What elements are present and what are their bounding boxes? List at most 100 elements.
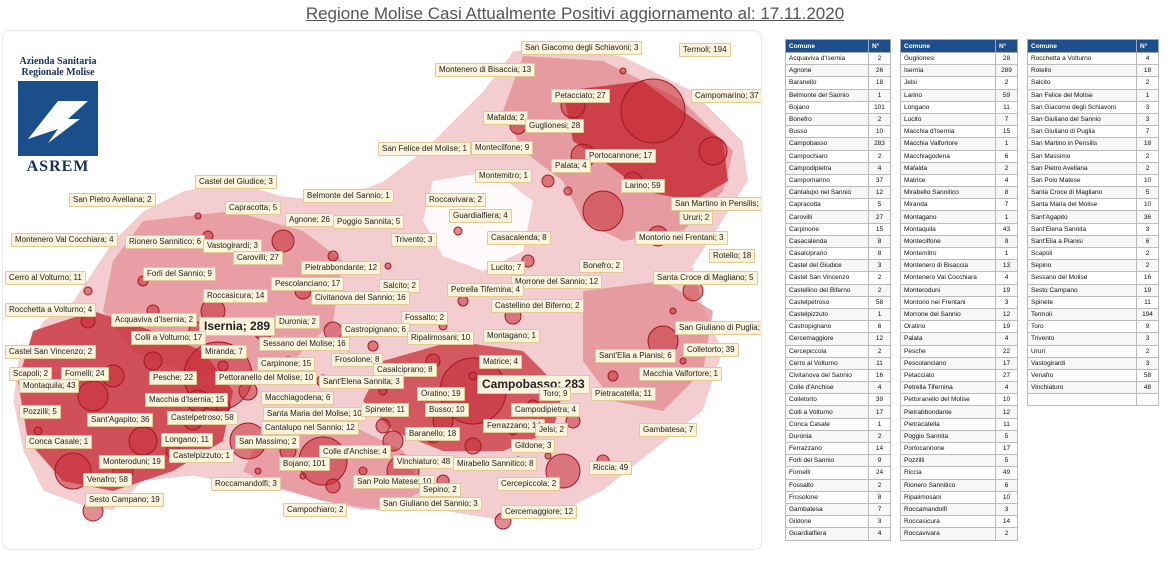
table-row: Castropignano 6: [785, 320, 891, 334]
cell-comune: Ferrazzano: [785, 441, 869, 456]
cell-count: 3: [1136, 100, 1159, 114]
cell-count: 7: [868, 502, 891, 517]
cell-comune: Cerro al Volturno: [785, 356, 869, 370]
cell-count: 6: [995, 478, 1018, 492]
cell-count: 4: [868, 161, 891, 175]
table-row: Roccavivara 2: [900, 527, 1018, 541]
cell-count: 2: [1136, 76, 1159, 90]
marker-montaquila: [77, 380, 109, 412]
cell-count: 2: [995, 161, 1018, 175]
table-row: Sant'Elia a Pianisi 6: [1027, 234, 1159, 249]
marker-montenerovc: [83, 286, 93, 296]
cell-count: 7: [995, 198, 1018, 212]
cell-count: 10: [868, 125, 891, 139]
cell-count: 59: [995, 88, 1018, 102]
map-label: Carovilli; 27: [233, 251, 283, 265]
cell-count: 36: [1136, 210, 1159, 224]
table-row: Ripalimosani 10: [900, 490, 1018, 504]
table-row: Toro 9: [1027, 320, 1159, 334]
table-row: Jelsi 2: [900, 76, 1018, 90]
map-label: Morrone del Sannio; 12: [511, 275, 603, 289]
map-label: Longano; 11: [161, 433, 213, 447]
map-label: Gildone; 3: [511, 439, 556, 453]
cell-comune: Fornelli: [785, 466, 869, 480]
cell-comune: Poggio Sannita: [900, 429, 996, 444]
cell-comune: Larino: [900, 88, 996, 102]
marker-guardialfiera: [453, 226, 463, 236]
map-label: Cerro al Volturno; 11: [5, 271, 86, 285]
cell-count: 1: [995, 210, 1018, 224]
cell-count: 22: [995, 344, 1018, 358]
map-label: Ripalimosani; 10: [407, 331, 475, 345]
map-label: Casacalenda; 8: [487, 231, 551, 245]
table-row: Colle d'Anchise 4: [785, 381, 891, 395]
cell-count: 4: [1136, 51, 1159, 66]
cell-comune: Monteroduni: [900, 283, 996, 297]
marker-palata: [563, 186, 573, 196]
cell-count: 19: [995, 283, 1018, 297]
cell-comune: Trivento: [1027, 332, 1137, 346]
map-label: Pozzilli; 5: [19, 405, 61, 419]
marker-ferrazzano: [464, 437, 482, 455]
cell-count: 1: [1136, 88, 1159, 102]
cell-comune: Matrice: [900, 173, 996, 188]
map-label: Pietracatella; 11: [591, 387, 656, 401]
cell-count: 15: [868, 222, 891, 236]
cell-count: 11: [868, 356, 891, 370]
cell-count: 11: [1136, 295, 1159, 309]
cell-count: 194: [1136, 307, 1159, 322]
map-label: Pescolanciano; 17: [271, 277, 345, 291]
table-row: Colletorto 39: [785, 393, 891, 407]
table-row: Cerro al Volturno 11: [785, 356, 891, 370]
cell-comune: Rionero Sannitico: [900, 478, 996, 492]
table-row: Pietrabbondante 12: [900, 405, 1018, 419]
marker-castelgiudice: [194, 212, 202, 220]
map-label: Montenero Val Cocchiara; 4: [11, 233, 118, 247]
map-label: Colle d'Anchise; 4: [319, 445, 391, 459]
table-row: Forli del Sannio 9: [785, 454, 891, 468]
cell-count: 283: [868, 137, 891, 151]
cell-count: 37: [868, 173, 891, 188]
cell-count: 18: [868, 76, 891, 90]
cell-count: 5: [995, 454, 1018, 468]
table-row: San Giuliano di Puglia 7: [1027, 125, 1159, 139]
cell-comune: Cercepiccola: [785, 344, 869, 358]
table-row: Montagano 1: [900, 210, 1018, 224]
marker-colli: [143, 351, 163, 371]
cell-comune: Termoli: [1027, 307, 1137, 322]
table-row: San Giuliano del Sannio 3: [1027, 112, 1159, 127]
cell-count: 16: [1136, 271, 1159, 285]
table-row: Oratino 19: [900, 320, 1018, 334]
table-row: Civitanova del Sannio 16: [785, 368, 891, 383]
table-row: Sepino 2: [1027, 259, 1159, 273]
table-row: Carpinone 15: [785, 222, 891, 236]
cell-comune: Castropignano: [785, 320, 869, 334]
map-label: Busso; 10: [425, 403, 469, 417]
table-row: Roccamandolfi 3: [900, 502, 1018, 517]
map-label: Termoli; 194: [679, 43, 731, 57]
table-row: Ferrazzano 14: [785, 441, 891, 456]
map-label: Riccia; 49: [589, 461, 633, 475]
cell-comune: Palata: [900, 332, 996, 346]
table-row: San Martino in Pensilis 18: [1027, 137, 1159, 151]
asrem-logo-icon: [18, 81, 98, 156]
cell-comune: Jelsi: [900, 76, 996, 90]
cell-comune: Salcito: [1027, 76, 1137, 90]
cell-comune: Pettoranello del Molise: [900, 393, 996, 407]
map-label: Castel del Giudice; 3: [195, 175, 277, 189]
cell-comune: Guardialfiera: [785, 527, 869, 541]
cell-count: 12: [995, 307, 1018, 322]
cell-comune: Bonefro: [785, 112, 869, 127]
cell-count: 2: [868, 429, 891, 444]
cell-count: 2: [1136, 149, 1159, 163]
cell-count: 10: [1136, 198, 1159, 212]
table-row: Fornelli 24: [785, 466, 891, 480]
table-row: Carovilli 27: [785, 210, 891, 224]
cell-comune: Colle d'Anchise: [785, 381, 869, 395]
cell-comune: Sessano del Molise: [1027, 271, 1137, 285]
cell-comune: Montecilfone: [900, 234, 996, 249]
cell-count: 1: [868, 307, 891, 322]
map-label: Carpinone; 15: [257, 357, 316, 371]
cell-count: 11: [995, 417, 1018, 431]
cell-count: 18: [1136, 64, 1159, 78]
